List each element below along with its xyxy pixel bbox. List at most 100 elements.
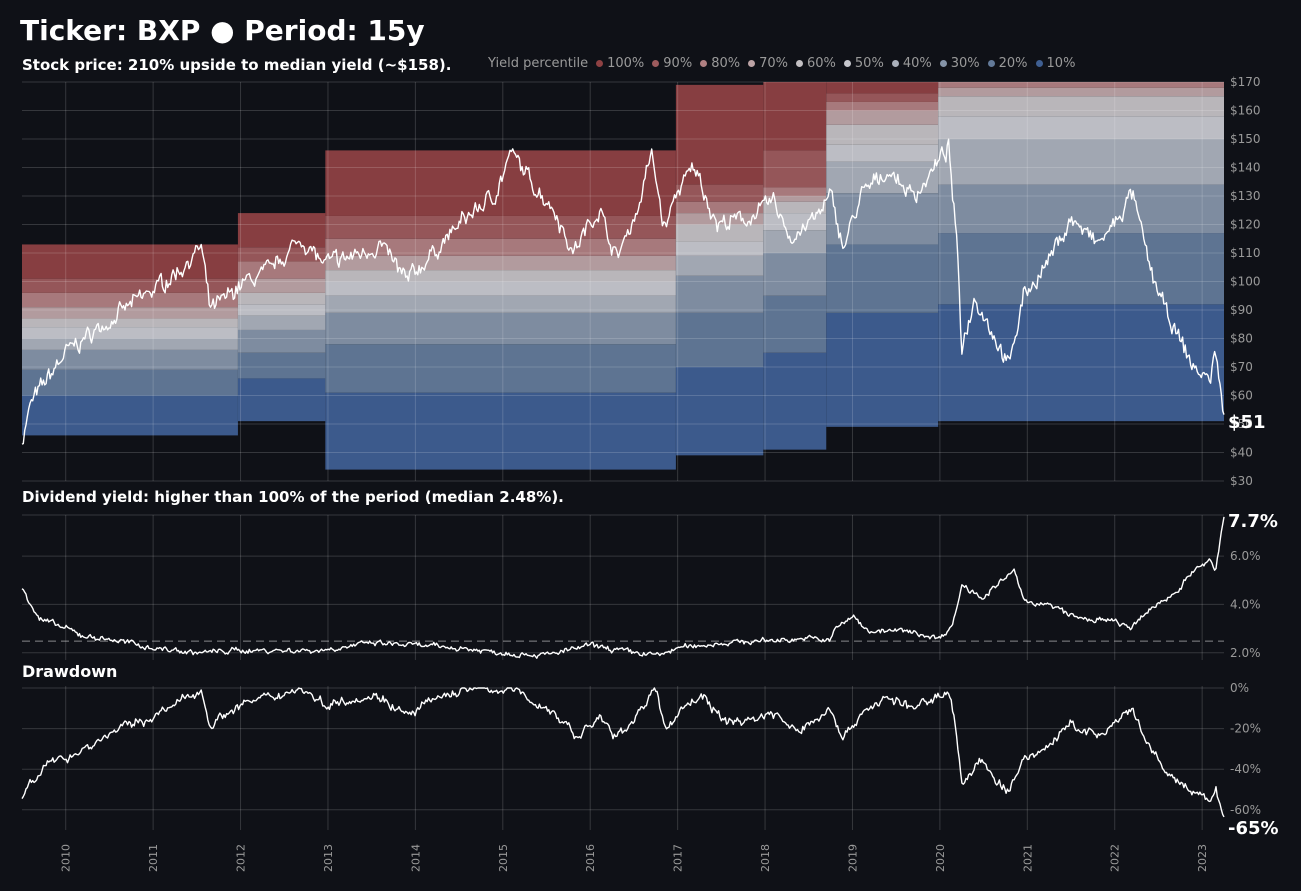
legend-entry-label: 70% bbox=[759, 56, 788, 71]
yield-band bbox=[938, 87, 1224, 97]
x-tick-label: 2016 bbox=[584, 844, 597, 872]
yield-band bbox=[325, 270, 676, 282]
yield-band bbox=[826, 161, 939, 194]
price-y-tick-label: $30 bbox=[1230, 474, 1253, 488]
yield-band bbox=[325, 312, 676, 345]
yield-band bbox=[22, 395, 238, 436]
legend-entry-label: 80% bbox=[711, 56, 741, 71]
legend-label: Yield percentile bbox=[488, 56, 589, 71]
page-title: Ticker: BXP ● Period: 15y bbox=[20, 14, 425, 47]
x-tick-label: 2017 bbox=[672, 844, 685, 872]
yield-band bbox=[763, 150, 827, 188]
yield-band bbox=[826, 110, 939, 125]
yield-band bbox=[22, 318, 238, 328]
yield-band bbox=[325, 238, 676, 256]
yield-band bbox=[22, 327, 238, 339]
legend-entry-label: 50% bbox=[854, 56, 884, 71]
price-y-tick-label: $110 bbox=[1230, 246, 1261, 260]
x-tick-label: 2022 bbox=[1109, 844, 1122, 872]
x-tick-label: 2012 bbox=[235, 844, 248, 872]
yield-band bbox=[826, 144, 939, 162]
price-y-tick-label: $140 bbox=[1230, 161, 1261, 175]
price-y-tick-label: $170 bbox=[1230, 75, 1261, 89]
yield-band bbox=[675, 184, 764, 202]
yield-y-tick-label: 2.0% bbox=[1230, 646, 1261, 660]
legend-entry-label: 100% bbox=[607, 56, 645, 71]
yield-y-tick-label: 4.0% bbox=[1230, 597, 1261, 611]
price-y-tick-label: $50 bbox=[1230, 417, 1253, 431]
x-tick-label: 2018 bbox=[759, 844, 772, 872]
yield-band bbox=[237, 278, 326, 293]
x-tick-label: 2019 bbox=[846, 844, 859, 872]
yield-band bbox=[675, 255, 764, 276]
yield-band bbox=[763, 187, 827, 196]
yield-band bbox=[763, 196, 827, 202]
price-series-line bbox=[21, 138, 1225, 445]
yield-band bbox=[675, 201, 764, 214]
legend-dot-icon bbox=[796, 60, 803, 67]
drawdown-y-tick-label: -20% bbox=[1230, 722, 1261, 736]
yield-band bbox=[237, 247, 326, 262]
legend-dot-icon bbox=[939, 60, 947, 67]
legend-entry-label: 10% bbox=[1046, 56, 1076, 71]
drawdown-series-line bbox=[21, 687, 1225, 818]
drawdown-last-label: -65% bbox=[1228, 818, 1279, 839]
legend-entry: 60% bbox=[796, 56, 836, 71]
yield-band bbox=[22, 349, 238, 370]
legend-entry: 30% bbox=[939, 56, 980, 71]
x-tick-label: 2011 bbox=[147, 844, 160, 872]
legend-entry: 40% bbox=[891, 56, 932, 71]
yield-band bbox=[22, 292, 238, 308]
yield-band bbox=[22, 307, 238, 319]
x-tick-label: 2010 bbox=[60, 844, 73, 872]
yield-band bbox=[237, 261, 326, 279]
yield-band bbox=[675, 241, 764, 256]
legend-entry-label: 60% bbox=[807, 56, 836, 71]
price-y-tick-label: $90 bbox=[1230, 303, 1253, 317]
yield-band bbox=[938, 96, 1224, 117]
price-y-tick-label: $100 bbox=[1230, 275, 1261, 289]
price-y-tick-label: $160 bbox=[1230, 104, 1261, 118]
x-tick-label: 2023 bbox=[1196, 844, 1209, 872]
yield-band bbox=[675, 367, 764, 456]
yield-band bbox=[22, 278, 238, 293]
x-tick-label: 2020 bbox=[934, 844, 947, 872]
price-y-tick-label: $60 bbox=[1230, 389, 1253, 403]
legend-entry-label: 20% bbox=[998, 56, 1028, 71]
yield-band bbox=[826, 93, 939, 102]
price-y-tick-label: $80 bbox=[1230, 332, 1253, 346]
yield-band bbox=[237, 304, 326, 316]
yield-band bbox=[675, 312, 764, 367]
legend-entry-label: 30% bbox=[950, 56, 980, 71]
legend-dot-icon bbox=[748, 60, 756, 67]
legend-dot-icon bbox=[987, 60, 995, 67]
drawdown-y-tick-label: -40% bbox=[1230, 762, 1261, 776]
yield-last-label: 7.7% bbox=[1228, 511, 1278, 532]
yield-band bbox=[938, 116, 1224, 139]
yield-band bbox=[763, 253, 827, 296]
yield-band bbox=[237, 315, 326, 330]
legend-entry: 10% bbox=[1035, 56, 1076, 71]
legend-entry: 90% bbox=[652, 56, 692, 71]
yield-band bbox=[237, 292, 326, 305]
yield-band bbox=[675, 213, 764, 225]
yield-band bbox=[938, 304, 1224, 422]
x-tick-label: 2013 bbox=[322, 844, 335, 872]
yield-band bbox=[938, 82, 1224, 88]
legend-entry: 80% bbox=[700, 56, 740, 71]
legend-dot-icon bbox=[843, 60, 851, 67]
legend-dot-icon bbox=[700, 60, 708, 67]
yield-band bbox=[826, 312, 939, 427]
yield-band bbox=[826, 82, 939, 94]
x-tick-label: 2021 bbox=[1021, 844, 1034, 872]
yield-band bbox=[675, 275, 764, 313]
price-subtitle: Stock price: 210% upside to median yield… bbox=[22, 56, 452, 74]
x-tick-label: 2014 bbox=[409, 844, 422, 872]
yield-band bbox=[325, 150, 676, 216]
legend-entry: 50% bbox=[843, 56, 884, 71]
yield-band bbox=[325, 281, 676, 296]
yield-band bbox=[22, 369, 238, 396]
yield-band bbox=[763, 295, 827, 353]
